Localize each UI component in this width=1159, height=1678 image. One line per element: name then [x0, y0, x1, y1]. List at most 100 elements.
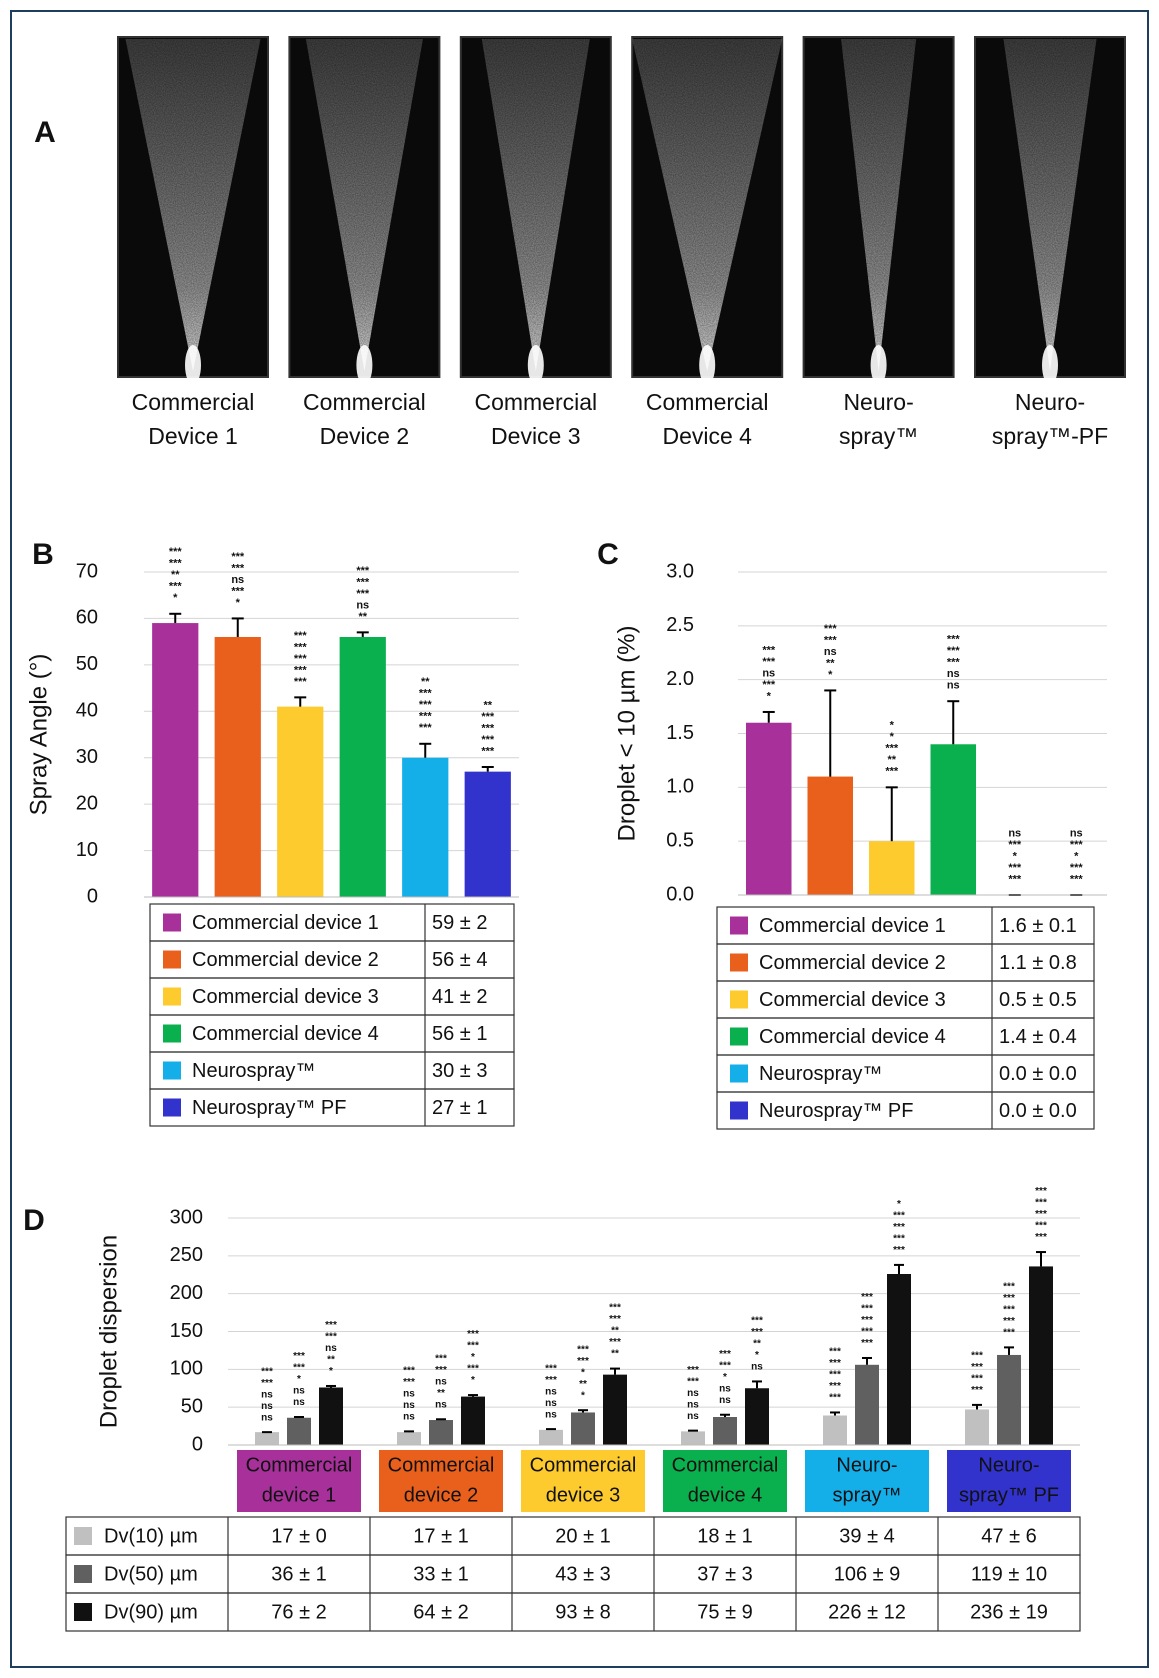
value-label: 0.5 ± 0.5	[999, 989, 1077, 1011]
significance-label: *	[1074, 850, 1079, 862]
panel-label: B	[32, 538, 54, 571]
bar	[461, 1396, 485, 1445]
bar	[214, 637, 261, 897]
significance-label: ***	[577, 1344, 589, 1355]
legend-swatch	[730, 990, 748, 1009]
value-label: 1.6 ± 0.1	[999, 915, 1077, 937]
value-label: 56 ± 4	[432, 949, 487, 971]
table-row	[65, 1592, 1081, 1632]
value-label: 1.4 ± 0.4	[999, 1026, 1077, 1048]
significance-label: ***	[1003, 1305, 1015, 1316]
significance-label: ***	[1003, 1282, 1015, 1293]
legend-swatch	[163, 950, 181, 969]
legend-swatch	[163, 1098, 181, 1117]
error-bar	[830, 1411, 840, 1416]
significance-label: ***	[893, 1245, 905, 1256]
significance-label: ***	[467, 1329, 479, 1340]
y-tick-label: 40	[76, 700, 98, 722]
legend-label: Commercial device 1	[192, 912, 379, 934]
significance-label: ***	[687, 1376, 699, 1387]
significance-label: ***	[545, 1375, 557, 1386]
error-bar	[947, 700, 960, 745]
value-label: 27 ± 1	[432, 1097, 487, 1119]
legend-label: Commercial device 4	[192, 1023, 379, 1045]
significance-label: *	[890, 720, 895, 732]
bar	[152, 623, 199, 897]
legend-label: Neurospray™ PF	[759, 1100, 914, 1122]
nozzle-glow	[1042, 345, 1058, 385]
x-tick-label: device 3	[546, 1484, 621, 1506]
device-label: Commercial	[474, 389, 597, 415]
significance-label: *	[723, 1372, 727, 1383]
significance-label: *	[1013, 850, 1018, 862]
significance-label: *	[581, 1367, 585, 1378]
error-bar	[419, 742, 432, 758]
nozzle-glow	[185, 345, 201, 385]
significance-label: ***	[1003, 1316, 1015, 1327]
legend-swatch	[74, 1565, 92, 1583]
value-label: 106 ± 9	[834, 1563, 901, 1585]
significance-label: ns	[545, 1409, 557, 1420]
figure-border	[10, 10, 1149, 1668]
significance-label: ***	[1008, 839, 1022, 851]
y-tick-label: 20	[76, 792, 98, 814]
significance-label: ***	[947, 634, 961, 646]
significance-label: **	[421, 676, 430, 688]
significance-label: ***	[356, 576, 370, 588]
value-label: 64 ± 2	[413, 1601, 468, 1623]
value-label: 93 ± 8	[555, 1601, 610, 1623]
bar	[277, 706, 324, 897]
error-bar	[356, 631, 369, 637]
category-box	[663, 1450, 787, 1512]
value-label: 226 ± 12	[828, 1601, 906, 1623]
legend-swatch	[163, 1024, 181, 1043]
error-bar	[972, 1403, 982, 1410]
y-tick-label: 2.0	[666, 668, 694, 690]
error-bar	[578, 1409, 588, 1413]
significance-label: ***	[719, 1360, 731, 1371]
error-bar	[326, 1384, 336, 1388]
category-box	[805, 1450, 929, 1512]
legend-label: Neurospray™	[192, 1060, 315, 1082]
bar	[745, 722, 792, 895]
significance-label: ***	[403, 1377, 415, 1388]
y-tick-label: 0	[87, 885, 98, 907]
significance-label: ***	[947, 657, 961, 669]
legend-swatch	[730, 1027, 748, 1046]
significance-label: ***	[403, 1366, 415, 1377]
significance-label: ns	[824, 646, 837, 658]
significance-label: **	[579, 1379, 587, 1390]
significance-label: ***	[893, 1211, 905, 1222]
bar	[464, 771, 511, 897]
significance-label: ***	[356, 565, 370, 577]
value-label: 56 ± 1	[432, 1023, 487, 1045]
significance-label: ns	[1008, 827, 1021, 839]
bar	[603, 1374, 627, 1445]
bar	[397, 1432, 421, 1445]
panel-label: C	[597, 538, 619, 571]
y-tick-label: 200	[170, 1282, 203, 1304]
value-label: 37 ± 3	[697, 1563, 752, 1585]
nozzle-glow	[527, 345, 544, 385]
x-tick-label: spray™ PF	[959, 1484, 1059, 1506]
significance-label: ***	[609, 1337, 621, 1348]
significance-label: ***	[824, 623, 838, 635]
significance-label: ***	[325, 1320, 337, 1331]
error-bar	[404, 1430, 414, 1433]
y-tick-label: 50	[76, 653, 98, 675]
legend-swatch	[163, 913, 181, 932]
bar	[429, 1420, 453, 1445]
significance-label: **	[887, 754, 896, 766]
significance-label: *	[297, 1374, 301, 1385]
bar	[745, 1388, 769, 1445]
spray-texture	[481, 39, 590, 371]
nozzle-glow	[356, 345, 373, 385]
significance-label: ***	[325, 1332, 337, 1343]
significance-label: ***	[1070, 862, 1084, 874]
error-bar	[468, 1394, 478, 1397]
legend-swatch	[730, 953, 748, 972]
significance-label: ***	[419, 722, 433, 734]
significance-label: ***	[231, 551, 245, 563]
bar	[681, 1431, 705, 1445]
significance-label: **	[437, 1388, 445, 1399]
